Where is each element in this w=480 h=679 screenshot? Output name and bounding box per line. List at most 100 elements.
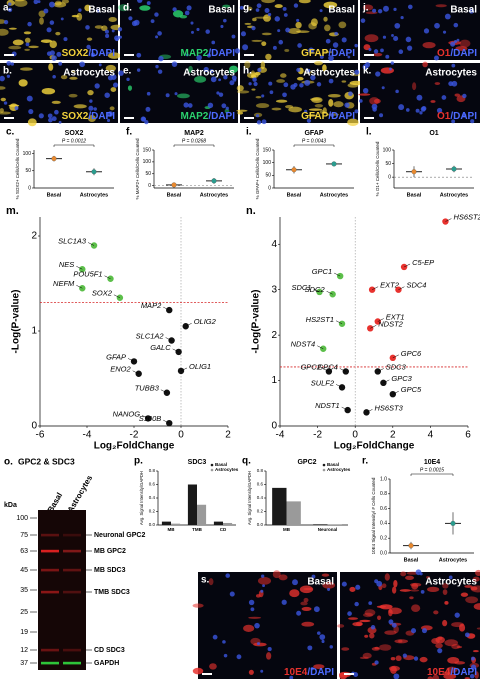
nucleus	[225, 573, 231, 578]
panel-label: d.	[123, 3, 132, 14]
nucleus	[58, 120, 62, 124]
nucleus	[416, 94, 423, 101]
nucleus	[174, 92, 178, 96]
gene-leader	[163, 306, 170, 311]
nucleus	[277, 29, 281, 33]
gene-label: SDC2	[305, 285, 326, 294]
stain-signal	[427, 676, 433, 679]
scale-bar	[344, 673, 354, 675]
y-tick-label: 1	[271, 375, 277, 386]
stain-signal	[409, 589, 420, 592]
blot-band	[41, 533, 59, 537]
stain-signal	[323, 1, 338, 9]
nucleus	[221, 103, 227, 109]
nucleus	[98, 63, 102, 67]
nucleus	[43, 8, 49, 14]
gene-label: POU5F1	[73, 270, 102, 279]
legend-marker	[322, 463, 326, 467]
stain-name: MAP2	[181, 111, 209, 122]
gene-label: EXT2	[380, 281, 400, 290]
stain-signal	[341, 80, 347, 83]
condition-label: Basal	[208, 5, 235, 16]
stain-signal	[224, 108, 230, 114]
gene-leader	[335, 384, 343, 388]
nucleus	[157, 31, 162, 36]
panel-label: o.	[4, 457, 13, 468]
stain-signal	[377, 615, 382, 621]
stain-signal	[287, 27, 301, 35]
mean-point	[211, 178, 217, 184]
stain-signal	[274, 4, 283, 9]
nucleus	[248, 599, 255, 606]
condition-label: Basal	[328, 5, 355, 16]
stain-signal	[374, 98, 381, 104]
stain-signal	[322, 107, 327, 114]
y-tick-label: 0	[268, 185, 271, 191]
nucleus	[306, 68, 311, 73]
panel-label: f.	[126, 127, 132, 138]
scale-bar	[244, 117, 254, 119]
nucleus	[267, 647, 272, 652]
y-axis-label: % SOX2+ Cells/Cells Counted	[15, 138, 20, 199]
nucleus	[60, 17, 64, 21]
nucleus	[329, 645, 333, 649]
panel-label: r.	[362, 456, 368, 467]
panel-label: l.	[366, 127, 372, 138]
stain-signal	[369, 633, 375, 639]
nucleus	[368, 48, 372, 52]
nucleus	[7, 7, 13, 12]
stain-signal	[261, 41, 267, 47]
bar	[327, 524, 342, 525]
stain-signal	[442, 583, 449, 589]
nucleus	[172, 7, 177, 12]
x-tick-label: 2	[390, 430, 396, 441]
nucleus	[360, 18, 366, 23]
x-tick-label: Astrocytes	[439, 557, 467, 563]
stain-signal	[349, 80, 363, 86]
stain-signal	[251, 88, 256, 91]
nucleus	[205, 29, 210, 34]
nucleus	[394, 22, 401, 29]
nucleus	[321, 639, 325, 643]
nucleus	[341, 581, 347, 587]
stain-signal	[395, 655, 402, 662]
stain-signal	[464, 585, 473, 588]
nucleus	[310, 666, 314, 671]
counterstain-name: /DAPI	[208, 48, 235, 59]
stain-signal	[237, 111, 244, 115]
x-tick-label: -4	[83, 430, 92, 441]
stain-signal	[358, 93, 371, 96]
panel-label: i.	[246, 127, 252, 138]
nucleus	[385, 54, 390, 59]
y-tick-label: 0.6	[380, 506, 387, 512]
gene-label: GFAP	[106, 352, 126, 361]
stain-signal	[248, 669, 254, 675]
x-tick-label: Neuronal	[318, 527, 338, 532]
mean-point	[451, 166, 457, 172]
y-tick-label: 0.0	[149, 522, 156, 527]
scale-bar	[364, 117, 374, 119]
gene-leader	[335, 320, 343, 324]
micrograph: a. Basal SOX2/DAPI	[0, 0, 124, 61]
stain-signal	[465, 596, 479, 604]
stain-signal	[222, 4, 231, 8]
x-tick-label: Basal	[287, 192, 302, 198]
nucleus	[297, 43, 302, 48]
nucleus	[54, 109, 59, 115]
nucleus	[218, 92, 224, 97]
micrograph: j. Basal O1/DAPI	[360, 0, 480, 61]
scale-bar	[4, 54, 14, 56]
gene-label: NEFM	[53, 279, 75, 288]
nucleus	[372, 8, 377, 13]
nucleus	[283, 13, 288, 17]
gene-leader	[326, 291, 333, 295]
nucleus	[144, 119, 149, 125]
nucleus	[136, 68, 141, 72]
stain-signal	[107, 52, 121, 59]
nucleus	[344, 102, 350, 108]
blot-band	[63, 661, 81, 665]
blot-band	[63, 590, 81, 594]
nucleus	[183, 102, 189, 108]
stain-signal	[105, 64, 116, 72]
stain-signal	[390, 657, 396, 661]
